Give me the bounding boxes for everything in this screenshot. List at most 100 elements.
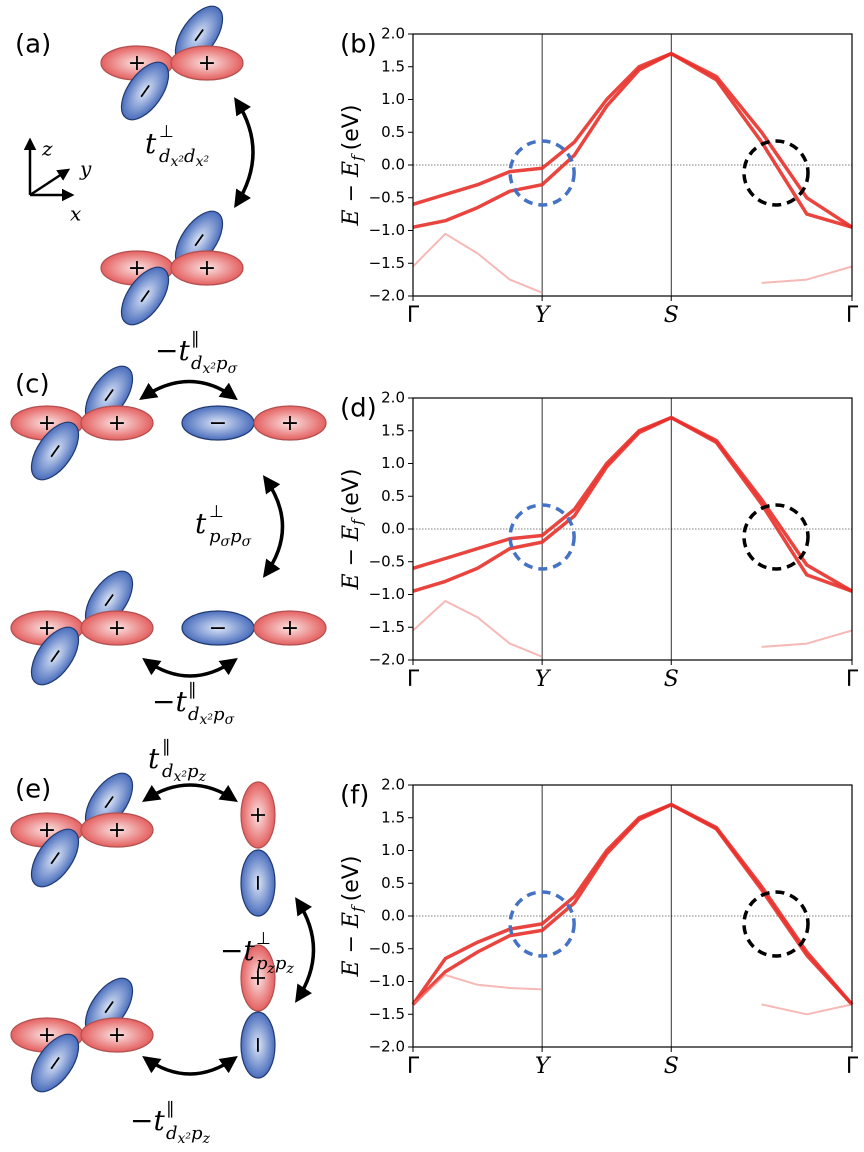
highlight-circle [742,503,810,571]
y-tick-label: −1.5 [369,1005,405,1023]
y-axis-label: E − Ef (eV) [339,856,366,978]
lobe: + [80,1017,154,1053]
sub-sub: σ [225,712,235,728]
lobe-shape [240,781,276,849]
y-tick-label: 0.0 [381,520,405,538]
lobe-shape [120,61,170,121]
y-tick-label: −1.0 [369,585,405,603]
panel-label: (a) [15,30,51,60]
hopping-arrow [142,1055,238,1076]
y-tick-label: 2.0 [381,776,405,794]
x-tick-label: Γ [846,1054,859,1079]
hopping-sup: ⊥ [209,502,224,522]
y-tick-label: −1.0 [369,972,405,990]
lobe-sign: + [245,806,270,824]
sub-sub: σ [242,534,252,550]
band-line [411,802,854,1006]
x-tick-label: Γ [846,303,859,328]
x-tick-label: S [664,303,679,328]
y-tick-label: 1.0 [381,841,405,859]
y-tick-label: 1.0 [381,90,405,108]
y-tick-label: 0.0 [381,156,405,174]
ylabel-main: E − E [339,912,364,978]
hopping-symbol: t [178,334,190,367]
band-line [412,415,853,593]
hopping-sup: ⊥ [256,929,271,949]
sub-sub: z [202,1131,211,1147]
hopping-sup: ∥ [191,329,200,349]
hopping-label: −t [155,334,190,367]
lobe-sign: − [209,411,227,436]
band-line [412,51,853,229]
y-tick-label: −2.0 [369,1038,405,1056]
highlight-circle [508,139,576,207]
lobe: + [240,781,276,849]
lobe-shape [120,266,170,326]
ylabel-main: E − E [339,161,364,227]
panel-label: (b) [340,30,377,60]
y-tick-label: 1.5 [381,57,405,75]
y-axis-label: E − Ef (eV) [339,469,366,591]
sub-letter: d [162,761,174,782]
hopping-sub: dx²pσ [191,353,238,377]
sub-letter: d [184,146,196,167]
hopping-sub: dx²pσ [188,704,235,728]
lobe-sign: + [198,256,216,281]
lobe-shape [80,405,154,441]
lobe: − [30,1033,80,1093]
hopping-sub: pσpσ [209,526,252,550]
y-tick-label: 2.0 [381,25,405,43]
ylabel-unit: (eV) [339,469,364,515]
highlight-circle [742,890,810,958]
highlight-circle [508,890,576,958]
highlight-circle [508,503,576,571]
hopping-label: t [195,507,207,540]
band-line [412,600,853,658]
axis-arrow [29,168,71,197]
hopping-sub: pzpz [256,953,294,977]
sub-letter: p [256,953,268,974]
lobe-sign: + [245,969,270,987]
sub-sub: σ [228,361,238,377]
y-tick-label: 0.0 [381,907,405,925]
sub-letter: p [213,704,225,725]
y-tick-label: −0.5 [369,552,405,570]
highlight-circle [742,139,810,207]
lobe-shape [170,45,244,81]
band-line [411,802,854,1006]
hopping-sub: dx²dx² [159,146,209,170]
hopping-sup: ∥ [162,737,171,757]
lobe-shape [170,250,244,286]
sub-sub: z [285,961,294,977]
axis-y: y [79,157,92,181]
lobe-shape [253,405,327,441]
lobe-shape [253,610,327,646]
hopping-sign: − [152,685,175,718]
sub-letter: p [187,761,199,782]
lobe: − [120,266,170,326]
hopping-label: −t [130,1104,165,1137]
y-tick-label: 0.5 [381,123,405,141]
band-line [412,974,853,1016]
lobe: + [253,610,327,646]
lobe: + [170,45,244,81]
band-line [412,51,853,229]
sub-letter: p [216,353,228,374]
sub-sub: x² [171,154,185,170]
x-tick-label: Γ [846,667,859,692]
sub-sub: z [267,961,276,977]
panel-label: (c) [15,370,50,400]
y-tick-label: −2.0 [369,287,405,305]
hopping-symbol: t [145,127,157,160]
y-tick-label: −0.5 [369,188,405,206]
lobe-shape [80,1017,154,1053]
y-tick-label: 2.0 [381,389,405,407]
hopping-label: t [145,127,157,160]
hopping-label: t [148,742,160,775]
panel-label: (d) [340,394,377,424]
sub-sub: x² [196,154,210,170]
y-tick-label: 1.5 [381,808,405,826]
hopping-sub: dx²pz [166,1123,211,1147]
hopping-arrow [262,475,285,578]
